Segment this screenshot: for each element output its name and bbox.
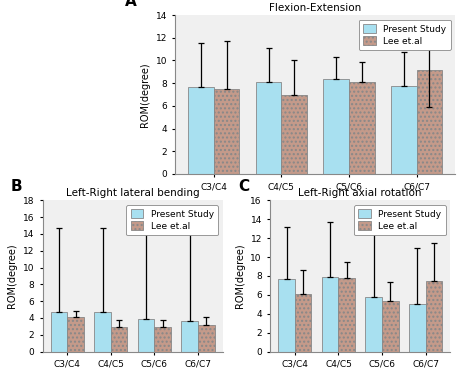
Bar bbox=[322, 277, 338, 352]
Bar bbox=[182, 321, 198, 352]
Bar bbox=[323, 79, 349, 174]
Bar bbox=[138, 319, 155, 352]
Bar bbox=[417, 70, 442, 174]
Bar bbox=[349, 82, 375, 174]
Bar bbox=[255, 82, 282, 174]
Y-axis label: ROM(degree): ROM(degree) bbox=[235, 244, 245, 308]
Legend: Present Study, Lee et.al: Present Study, Lee et.al bbox=[354, 205, 446, 235]
Bar bbox=[391, 86, 417, 174]
Bar bbox=[51, 312, 67, 352]
Title: Flexion-Extension: Flexion-Extension bbox=[269, 3, 361, 13]
Text: C: C bbox=[238, 179, 249, 194]
Bar bbox=[278, 279, 295, 352]
Bar bbox=[365, 297, 382, 352]
Bar bbox=[282, 94, 307, 174]
Legend: Present Study, Lee et.al: Present Study, Lee et.al bbox=[358, 20, 450, 50]
Text: A: A bbox=[125, 0, 137, 9]
Bar bbox=[214, 89, 239, 174]
Bar bbox=[111, 327, 128, 352]
Bar bbox=[188, 87, 214, 174]
Bar bbox=[198, 325, 215, 352]
Bar bbox=[295, 294, 311, 352]
Title: Left-Right axial rotation: Left-Right axial rotation bbox=[299, 188, 422, 198]
Bar bbox=[338, 278, 355, 352]
Y-axis label: ROM(degree): ROM(degree) bbox=[140, 62, 150, 127]
Text: B: B bbox=[10, 179, 22, 194]
Bar bbox=[426, 280, 442, 352]
Y-axis label: ROM(degree): ROM(degree) bbox=[7, 244, 17, 308]
Bar bbox=[409, 304, 426, 352]
Bar bbox=[382, 301, 399, 352]
Title: Left-Right lateral bending: Left-Right lateral bending bbox=[66, 188, 200, 198]
Bar bbox=[94, 313, 111, 352]
Legend: Present Study, Lee et.al: Present Study, Lee et.al bbox=[126, 205, 218, 235]
Bar bbox=[155, 327, 171, 352]
Bar bbox=[67, 317, 84, 352]
